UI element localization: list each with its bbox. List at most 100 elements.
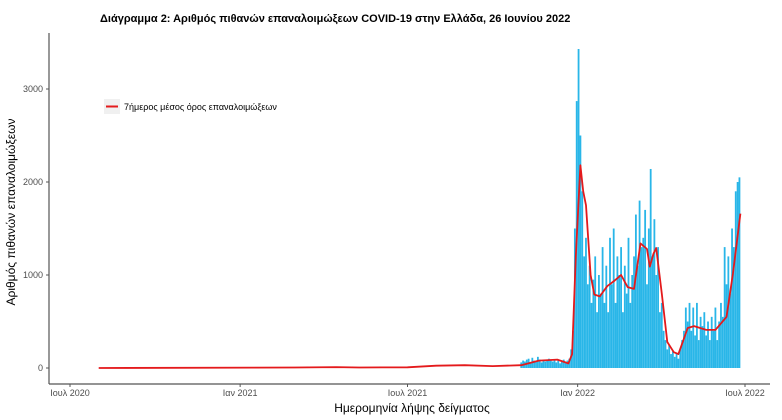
- bar: [607, 312, 610, 368]
- bar: [694, 335, 696, 368]
- x-tick-label: Ιαν 2021: [223, 388, 258, 398]
- bar: [548, 358, 550, 368]
- bar: [603, 302, 606, 368]
- bar: [684, 307, 687, 368]
- moving-average-group: [98, 164, 742, 369]
- x-tick-label: Ιουλ 2022: [725, 388, 764, 398]
- bar: [586, 284, 589, 368]
- bar: [690, 330, 693, 368]
- bar: [655, 275, 658, 368]
- bar: [703, 312, 706, 368]
- bar: [627, 237, 630, 368]
- bar: [677, 358, 680, 368]
- x-tick-label: Ιαν 2022: [560, 388, 595, 398]
- bar: [601, 247, 604, 368]
- bar: [555, 362, 558, 368]
- bar: [553, 359, 556, 368]
- y-ticks: 0 1000 2000 3000: [23, 84, 49, 373]
- bar: [629, 302, 632, 368]
- bar: [664, 340, 667, 368]
- bar: [549, 360, 552, 368]
- bar: [705, 335, 708, 368]
- bar: [616, 256, 619, 368]
- bar: [692, 307, 695, 368]
- bar: [579, 135, 582, 368]
- bar: [673, 356, 676, 368]
- bar: [696, 302, 698, 368]
- bar: [540, 362, 543, 368]
- moving-average-line: [98, 164, 742, 369]
- x-tick-label: Ιουλ 2021: [388, 388, 427, 398]
- bar: [634, 214, 637, 368]
- bar: [581, 191, 584, 368]
- bar: [631, 275, 634, 368]
- bar: [707, 321, 709, 368]
- bar: [720, 302, 722, 368]
- bar: [657, 247, 659, 368]
- bar: [612, 228, 615, 368]
- chart-title: Διάγραμμα 2: Αριθμός πιθανών επαναλοιμώξ…: [100, 13, 570, 25]
- y-axis-label: Αριθμός πιθανών επαναλοιμώξεων: [4, 118, 18, 305]
- bar: [679, 349, 682, 368]
- bar: [596, 312, 598, 368]
- legend: 7ήμερος μέσος όρος επαναλοιμώξεων: [104, 99, 277, 114]
- bar: [731, 228, 733, 368]
- bar: [670, 354, 672, 368]
- y-tick-label: 3000: [23, 84, 43, 94]
- bar: [533, 360, 536, 368]
- legend-label: 7ήμερος μέσος όρος επαναλοιμώξεων: [124, 102, 277, 112]
- bar: [688, 302, 691, 368]
- bar: [734, 191, 737, 368]
- bar: [557, 360, 560, 368]
- bar: [609, 237, 611, 368]
- bar: [544, 361, 547, 368]
- bar: [736, 182, 739, 368]
- bar: [701, 326, 704, 368]
- bar: [623, 265, 626, 368]
- y-tick-label: 0: [38, 363, 43, 373]
- bar: [659, 312, 661, 368]
- bar: [538, 359, 541, 368]
- bar: [686, 321, 689, 368]
- bar: [662, 330, 665, 368]
- bar: [625, 293, 628, 368]
- bar: [610, 284, 613, 368]
- bar: [710, 316, 713, 368]
- bar: [660, 302, 663, 368]
- bar: [725, 284, 728, 368]
- x-axis-label: Ημερομηνία λήψης δείγματος: [334, 401, 490, 415]
- bar: [729, 293, 732, 368]
- bar: [666, 349, 669, 368]
- bar: [646, 284, 648, 368]
- bar: [723, 247, 726, 368]
- bar: [733, 247, 735, 368]
- bars-group: [520, 49, 741, 368]
- bar: [583, 256, 586, 368]
- bar: [636, 265, 639, 368]
- x-tick-label: Ιουλ 2020: [50, 388, 89, 398]
- bar: [647, 228, 650, 368]
- bar: [649, 168, 652, 368]
- bar: [675, 353, 678, 368]
- bar: [562, 359, 565, 368]
- bar: [721, 316, 724, 368]
- bar: [535, 361, 537, 368]
- bar: [651, 256, 654, 368]
- bar: [633, 256, 635, 368]
- bar: [708, 340, 711, 368]
- bar: [599, 293, 602, 368]
- bar: [542, 360, 545, 368]
- bar: [566, 360, 569, 368]
- x-ticks: Ιουλ 2020 Ιαν 2021 Ιουλ 2021 Ιαν 2022 Ιουλ 2…: [50, 384, 765, 398]
- bar: [536, 356, 539, 368]
- bar: [622, 312, 624, 368]
- bar: [738, 177, 741, 368]
- bar: [683, 330, 685, 368]
- bar: [546, 359, 549, 368]
- bar: [671, 351, 674, 368]
- bar: [681, 340, 684, 368]
- y-tick-label: 2000: [23, 177, 43, 187]
- bar: [594, 256, 597, 368]
- bar: [585, 237, 587, 368]
